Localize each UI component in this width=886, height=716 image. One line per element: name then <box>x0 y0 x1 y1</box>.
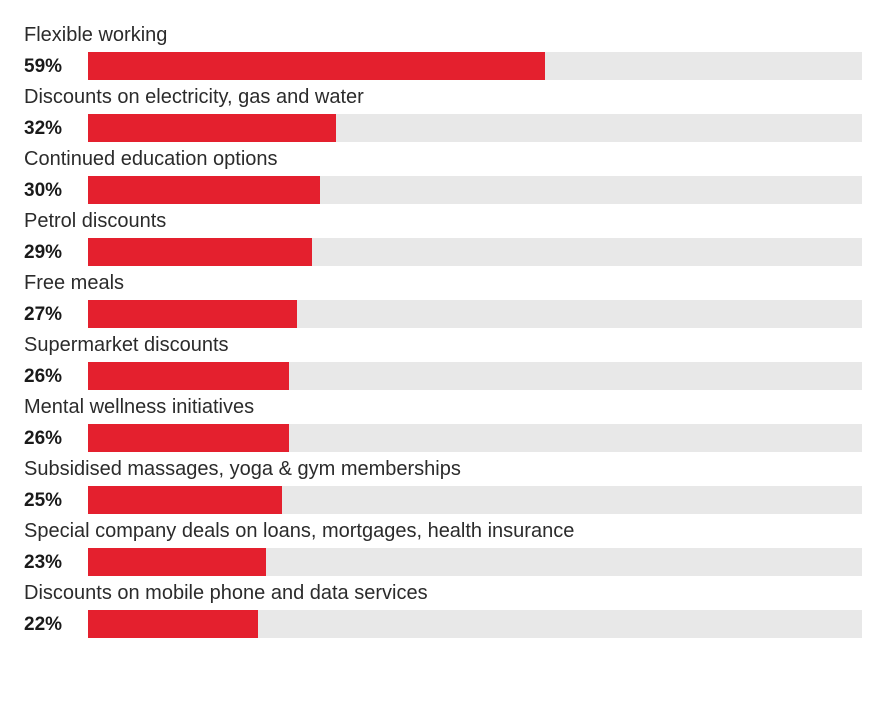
pct-label: 27% <box>24 305 88 324</box>
pct-label: 29% <box>24 243 88 262</box>
item-label: Subsidised massages, yoga & gym membersh… <box>24 454 862 484</box>
bar-line: 25% <box>24 486 862 514</box>
bar-fill <box>88 114 336 142</box>
item-label: Free meals <box>24 268 862 298</box>
bar-line: 32% <box>24 114 862 142</box>
bar-line: 23% <box>24 548 862 576</box>
bar-fill <box>88 52 545 80</box>
bar-track <box>88 610 862 638</box>
pct-label: 23% <box>24 553 88 572</box>
bar-fill <box>88 362 289 390</box>
item-label: Supermarket discounts <box>24 330 862 360</box>
pct-label: 30% <box>24 181 88 200</box>
bar-track <box>88 176 862 204</box>
horizontal-bar-chart: Flexible working 59% Discounts on electric… <box>24 20 862 638</box>
bar-track <box>88 52 862 80</box>
bar-line: 26% <box>24 424 862 452</box>
bar-fill <box>88 176 320 204</box>
bar-fill <box>88 548 266 576</box>
bar-track <box>88 424 862 452</box>
item-label: Petrol discounts <box>24 206 862 236</box>
pct-label: 22% <box>24 615 88 634</box>
chart-row: Mental wellness initiatives 26% <box>24 392 862 452</box>
bar-line: 22% <box>24 610 862 638</box>
chart-row: Subsidised massages, yoga & gym membersh… <box>24 454 862 514</box>
bar-line: 26% <box>24 362 862 390</box>
bar-line: 27% <box>24 300 862 328</box>
item-label: Continued education options <box>24 144 862 174</box>
chart-row: Discounts on electricity, gas and water 3… <box>24 82 862 142</box>
bar-track <box>88 486 862 514</box>
item-label: Flexible working <box>24 20 862 50</box>
bar-track <box>88 114 862 142</box>
item-label: Discounts on electricity, gas and water <box>24 82 862 112</box>
chart-row: Flexible working 59% <box>24 20 862 80</box>
chart-row: Free meals 27% <box>24 268 862 328</box>
item-label: Discounts on mobile phone and data servi… <box>24 578 862 608</box>
pct-label: 26% <box>24 367 88 386</box>
chart-row: Supermarket discounts 26% <box>24 330 862 390</box>
chart-row: Continued education options 30% <box>24 144 862 204</box>
bar-track <box>88 238 862 266</box>
bar-fill <box>88 486 282 514</box>
bar-fill <box>88 610 258 638</box>
chart-row: Discounts on mobile phone and data servi… <box>24 578 862 638</box>
pct-label: 32% <box>24 119 88 138</box>
pct-label: 26% <box>24 429 88 448</box>
item-label: Mental wellness initiatives <box>24 392 862 422</box>
chart-row: Petrol discounts 29% <box>24 206 862 266</box>
bar-track <box>88 300 862 328</box>
bar-fill <box>88 238 312 266</box>
bar-line: 59% <box>24 52 862 80</box>
pct-label: 25% <box>24 491 88 510</box>
bar-track <box>88 362 862 390</box>
bar-line: 29% <box>24 238 862 266</box>
bar-track <box>88 548 862 576</box>
bar-fill <box>88 300 297 328</box>
chart-row: Special company deals on loans, mortgage… <box>24 516 862 576</box>
item-label: Special company deals on loans, mortgage… <box>24 516 862 546</box>
bar-fill <box>88 424 289 452</box>
bar-line: 30% <box>24 176 862 204</box>
pct-label: 59% <box>24 57 88 76</box>
